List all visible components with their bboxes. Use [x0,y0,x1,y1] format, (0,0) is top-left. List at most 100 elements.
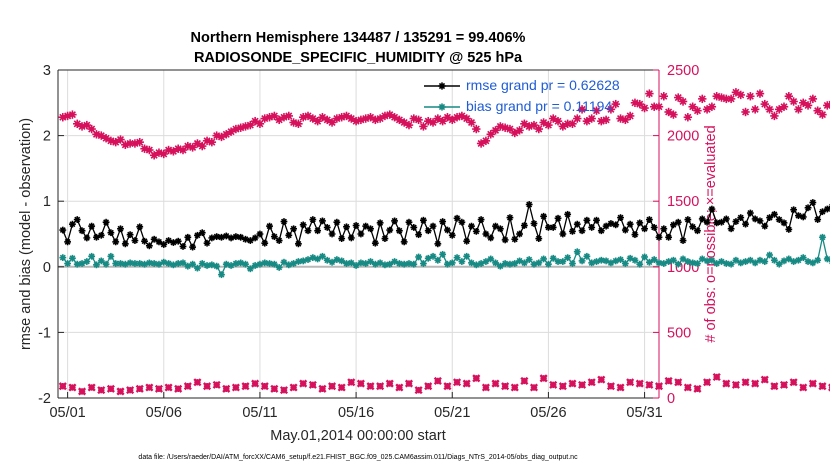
possible-obs-point-core [637,101,643,107]
y-tick-label: 3 [43,63,51,79]
evaluated-obs-point [347,378,356,387]
possible-obs-point-core [324,117,330,123]
bias-point [482,258,490,265]
possible-obs-point-core [512,130,518,136]
bias-point-core [334,257,339,262]
rmse-point-core [786,227,791,232]
rmse-point [145,242,153,250]
possible-obs-point [683,113,693,122]
bias-point-core [801,255,806,260]
bias-point [83,258,91,265]
bias-point [525,256,533,263]
bias-point [790,258,798,265]
possible-obs-point [712,92,721,101]
rmse-point-core [152,237,157,242]
evaluated-obs-point [126,386,135,395]
y-right-axis-label: # of obs: o=possible; ×=evaluated [703,125,719,342]
bias-point-core [652,257,657,262]
bias-point-core [580,259,584,263]
possible-obs-point-core [257,121,263,127]
rmse-point [559,230,567,238]
rmse-point [732,218,740,225]
evaluated-obs-point [212,380,221,389]
bias-point-core [258,262,262,267]
possible-obs-point [746,92,755,101]
rmse-point-core [301,222,306,227]
bias-point-core [339,259,344,263]
possible-obs-point [702,105,712,114]
evaluated-obs-point [251,379,260,388]
rmse-point-core [469,224,474,228]
possible-obs-point [87,124,96,134]
rmse-point-core [123,241,128,246]
rmse-point-core [508,215,512,220]
bias-point-core [633,258,637,263]
possible-obs-point-core [151,152,157,158]
rmse-point [434,240,442,248]
possible-obs-point [669,110,678,119]
bias-point-core [426,256,431,261]
bias-point [732,256,740,264]
possible-obs-point-core [421,124,426,129]
possible-obs-point-core [541,120,546,125]
rmse-point-core [488,236,493,240]
possible-obs-point-core [623,117,628,123]
bias-point [131,260,139,267]
evaluated-obs-point [712,372,721,382]
rmse-point [689,223,697,231]
evaluated-obs-point [385,379,394,388]
bias-point-core [89,254,94,259]
bias-point [645,258,653,266]
possible-obs-point-core [377,116,383,121]
bias-point [679,255,687,263]
evaluated-obs-point [231,383,240,392]
bias-point [160,258,168,266]
bias-point [823,255,830,263]
possible-obs-point-core [786,93,792,99]
possible-obs-point [428,118,438,127]
series-rmse [59,199,830,251]
possible-obs-point [404,120,414,130]
rmse-point-core [334,220,339,225]
bias-point [126,259,134,267]
possible-obs-point-core [103,135,109,141]
rmse-point [304,227,312,235]
rmse-point [59,226,67,234]
y-tick-label: -2 [38,391,51,407]
evaluated-obs-point [674,378,683,387]
chart-title: Northern Hemisphere 134487 / 135291 = 99… [191,30,526,46]
rmse-point-core [296,241,301,246]
rmse-point-core [647,217,652,222]
rmse-point-core [80,228,84,233]
rmse-point-core [450,233,455,238]
rmse-point [694,227,701,235]
possible-obs-point-core [248,122,253,128]
bias-point-core [209,262,214,267]
rmse-point [650,224,658,231]
rmse-point [520,222,528,229]
bias-point [434,256,442,264]
bias-point-core [431,254,435,259]
evaluated-obs-point [376,382,385,391]
possible-obs-point-core [613,101,619,107]
rmse-point-core [416,232,421,237]
rmse-point-core [493,224,498,228]
bias-point-core [748,258,753,263]
rmse-point [189,243,197,251]
rmse-point-core [267,224,272,228]
rmse-point [458,218,466,226]
bias-point [439,250,447,258]
rmse-point [612,221,620,229]
bias-point-core [546,262,551,267]
rmse-point [280,218,288,225]
rmse-point-core [70,222,75,227]
rmse-point [314,227,322,235]
evaluated-obs-point [703,378,712,387]
evaluated-obs-point [164,383,173,392]
bias-point-core [585,254,589,259]
bias-point-core [445,262,450,267]
possible-obs-point-core [272,113,277,119]
footnote: data file: /Users/raeder/DAI/ATM_forcXX/… [138,454,578,461]
possible-obs-point-core [738,92,744,98]
bias-point [694,260,701,267]
